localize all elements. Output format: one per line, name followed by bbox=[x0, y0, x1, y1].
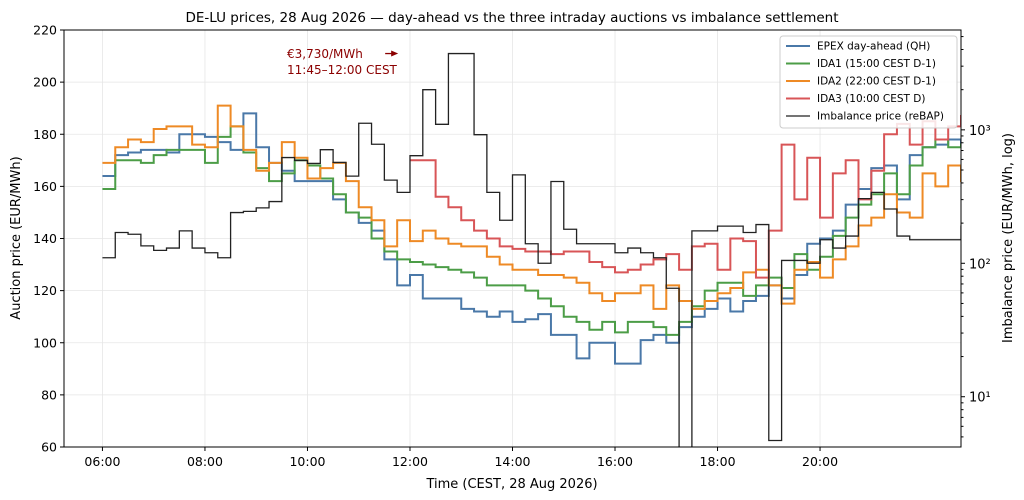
y2-tick-label: 10³ bbox=[969, 124, 991, 139]
y-tick-label: 160 bbox=[33, 179, 57, 194]
y-axis-ticks: 60 80 100 120 140 160 180 200 220 bbox=[33, 23, 64, 455]
y-tick-label: 180 bbox=[33, 127, 57, 142]
x-tick-label: 14:00 bbox=[494, 454, 530, 469]
y-axis-label: Auction price (EUR/MWh) bbox=[9, 156, 24, 319]
peak-annotation: €3,730/MWh 11:45–12:00 CEST bbox=[287, 47, 399, 77]
y2-tick-label: 10² bbox=[969, 257, 991, 272]
x-tick-label: 08:00 bbox=[187, 454, 223, 469]
series-line bbox=[409, 115, 961, 279]
y-tick-label: 140 bbox=[33, 231, 57, 246]
y-tick-label: 200 bbox=[33, 75, 57, 90]
legend-items: EPEX day-ahead (QH) IDA1 (15:00 CEST D-1)… bbox=[786, 41, 944, 123]
series-group bbox=[102, 52, 961, 447]
x-tick-label: 10:00 bbox=[289, 454, 325, 469]
x-axis-label: Time (CEST, 28 Aug 2026) bbox=[425, 477, 597, 492]
x-tick-label: 12:00 bbox=[392, 454, 428, 469]
legend: EPEX day-ahead (QH) IDA1 (15:00 CEST D-1)… bbox=[779, 35, 958, 129]
chart-title: DE-LU prices, 28 Aug 2026 — day-ahead vs… bbox=[185, 10, 838, 26]
y2-tick-label: 10¹ bbox=[969, 391, 991, 406]
series-line bbox=[102, 52, 961, 447]
annotation-time: 11:45–12:00 CEST bbox=[287, 63, 398, 77]
series-line bbox=[102, 104, 961, 310]
annotation-value: €3,730/MWh bbox=[287, 47, 363, 61]
legend-label: IDA2 (22:00 CEST D-1) bbox=[817, 76, 936, 88]
y2-axis-label: Imbalance price (EUR/MWh, log) bbox=[1001, 133, 1016, 343]
legend-label: Imbalance price (reBAP) bbox=[817, 111, 944, 123]
legend-box bbox=[779, 35, 958, 129]
annotation-arrowhead bbox=[391, 50, 399, 57]
y2-axis-ticks: 10¹ 10² 10³ bbox=[961, 36, 991, 438]
x-tick-label: 06:00 bbox=[84, 454, 120, 469]
legend-label: IDA3 (10:00 CEST D) bbox=[817, 93, 925, 105]
y-tick-label: 100 bbox=[33, 335, 57, 350]
legend-label: EPEX day-ahead (QH) bbox=[817, 41, 930, 53]
x-tick-label: 18:00 bbox=[700, 454, 736, 469]
y-tick-label: 60 bbox=[41, 440, 57, 455]
x-axis-ticks: 06:00 08:00 10:00 12:00 14:00 16:00 18:00 20:00 bbox=[84, 447, 838, 469]
series-line bbox=[102, 125, 961, 336]
y-tick-label: 120 bbox=[33, 283, 57, 298]
x-tick-label: 16:00 bbox=[597, 454, 633, 469]
legend-label: IDA1 (15:00 CEST D-1) bbox=[817, 58, 936, 70]
y-tick-label: 80 bbox=[41, 387, 57, 402]
x-tick-label: 20:00 bbox=[802, 454, 838, 469]
y-tick-label: 220 bbox=[33, 23, 57, 38]
